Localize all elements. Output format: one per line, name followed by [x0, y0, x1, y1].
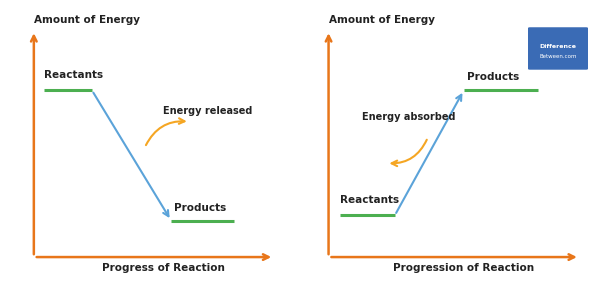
- Text: Between.com: Between.com: [539, 55, 577, 59]
- Text: Products: Products: [174, 203, 226, 213]
- Text: Difference: Difference: [539, 44, 577, 49]
- FancyBboxPatch shape: [527, 26, 589, 71]
- Text: Products: Products: [467, 72, 519, 82]
- Text: Amount of Energy: Amount of Energy: [34, 15, 140, 25]
- Text: Energy released: Energy released: [163, 106, 253, 116]
- Text: Reactants: Reactants: [340, 195, 399, 205]
- Text: Reactants: Reactants: [44, 70, 104, 80]
- Text: Energy absorbed: Energy absorbed: [362, 112, 455, 122]
- Text: Amount of Energy: Amount of Energy: [329, 15, 434, 25]
- Text: Progress of Reaction: Progress of Reaction: [102, 263, 224, 273]
- Text: Progression of Reaction: Progression of Reaction: [393, 263, 535, 273]
